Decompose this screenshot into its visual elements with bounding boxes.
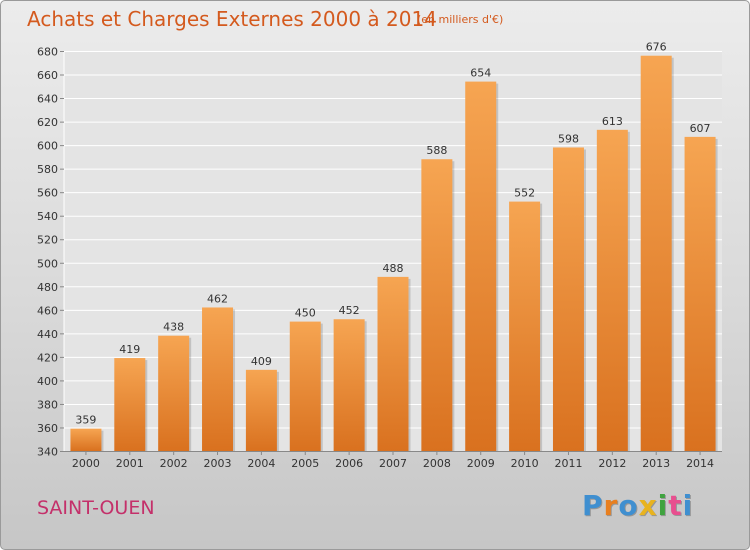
y-tick-label: 640	[37, 93, 58, 106]
location-label: SAINT-OUEN	[37, 497, 155, 519]
bar-2005	[289, 321, 321, 451]
bar-2010	[509, 201, 541, 451]
x-tick-label-2010: 2010	[511, 457, 539, 470]
x-tick-label-2001: 2001	[116, 457, 144, 470]
x-tick-label-2000: 2000	[72, 457, 100, 470]
logo-letter: r	[603, 489, 619, 522]
bar-2001	[114, 358, 146, 451]
data-label-2010: 552	[514, 187, 535, 200]
data-labels: 359 419 438 462 409 450 452 488 588 654 552 598 613 6…	[75, 41, 710, 427]
bar-2000	[70, 428, 102, 451]
bar-2009	[465, 81, 497, 452]
y-axis: 340 360 380 400 420 440 460 480 500 520 540 560 580 6…	[37, 46, 64, 459]
bar-2008	[421, 159, 453, 451]
logo-letter: t	[668, 489, 683, 522]
data-label-2014: 607	[690, 122, 711, 135]
x-tick-label-2012: 2012	[598, 457, 626, 470]
bar-2013	[640, 55, 672, 452]
y-tick-label: 360	[37, 422, 58, 435]
data-label-2001: 419	[119, 343, 140, 356]
logo-letter: i	[682, 489, 694, 522]
chart-title: Achats et Charges Externes 2000 à 2014	[27, 7, 437, 31]
x-axis: 2000 2001 2002 2003 2004 2005 2006 2007 2008 2009…	[64, 451, 722, 470]
x-tick-label-2011: 2011	[554, 457, 582, 470]
x-tick-label-2013: 2013	[642, 457, 670, 470]
y-tick-label: 380	[37, 398, 58, 411]
x-tick-label-2004: 2004	[247, 457, 275, 470]
data-label-2005: 450	[295, 307, 316, 320]
y-tick-label: 680	[37, 46, 58, 59]
bar-2014	[684, 136, 716, 451]
data-label-2012: 613	[602, 115, 623, 128]
x-tick-label-2006: 2006	[335, 457, 363, 470]
y-tick-label: 400	[37, 375, 58, 388]
data-label-2004: 409	[251, 355, 272, 368]
data-label-2003: 462	[207, 292, 228, 305]
x-tick-label-2003: 2003	[204, 457, 232, 470]
logo-letter: o	[618, 489, 639, 522]
data-label-2013: 676	[646, 41, 667, 54]
bars	[70, 55, 718, 452]
y-tick-label: 660	[37, 69, 58, 82]
y-tick-label: 480	[37, 281, 58, 294]
x-tick-label-2005: 2005	[291, 457, 319, 470]
y-tick-label: 420	[37, 351, 58, 364]
y-tick-label: 600	[37, 140, 58, 153]
x-tick-label-2014: 2014	[686, 457, 714, 470]
bar-2011	[552, 147, 584, 451]
logo-letter: P	[582, 489, 604, 522]
y-tick-label: 440	[37, 328, 58, 341]
y-tick-label: 620	[37, 116, 58, 129]
data-label-2011: 598	[558, 132, 579, 145]
x-tick-label-2008: 2008	[423, 457, 451, 470]
data-label-2000: 359	[75, 414, 96, 427]
x-tick-label-2007: 2007	[379, 457, 407, 470]
y-tick-label: 520	[37, 234, 58, 247]
y-tick-label: 460	[37, 304, 58, 317]
y-tick-label: 560	[37, 187, 58, 200]
data-label-2007: 488	[383, 262, 404, 275]
data-label-2002: 438	[163, 321, 184, 334]
bar-2002	[158, 335, 190, 451]
bar-2006	[333, 319, 365, 451]
chart-unit: (en milliers d'€)	[417, 13, 504, 26]
y-tick-label: 580	[37, 163, 58, 176]
bar-2003	[202, 307, 234, 451]
y-tick-label: 540	[37, 210, 58, 223]
data-label-2009: 654	[470, 67, 491, 80]
bar-2004	[245, 369, 277, 451]
data-label-2006: 452	[339, 304, 360, 317]
bar-2012	[596, 129, 628, 451]
x-tick-label-2009: 2009	[467, 457, 495, 470]
proxiti-logo[interactable]: Proxiti	[582, 489, 693, 522]
x-tick-label-2002: 2002	[160, 457, 188, 470]
y-tick-label: 340	[37, 446, 58, 459]
logo-letter: x	[638, 489, 658, 522]
y-tick-label: 500	[37, 257, 58, 270]
data-label-2008: 588	[426, 144, 447, 157]
logo-letter: i	[657, 489, 669, 522]
bar-2007	[377, 276, 409, 451]
